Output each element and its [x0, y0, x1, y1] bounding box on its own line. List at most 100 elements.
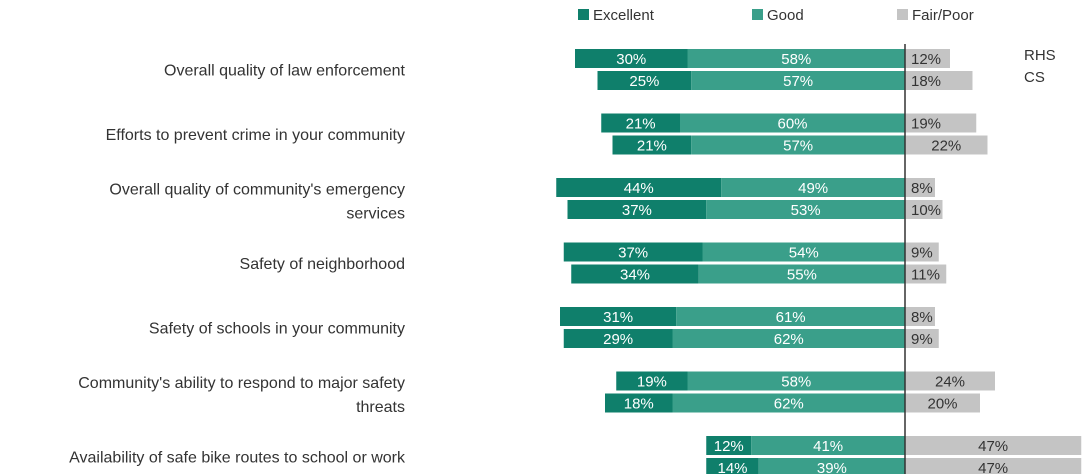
- value-label-fair-poor: 18%: [911, 73, 941, 90]
- bar-excellent: [560, 307, 677, 326]
- value-label-excellent: 37%: [618, 245, 648, 262]
- value-label-fair-poor: 24%: [935, 374, 965, 391]
- bar-good: [672, 393, 905, 413]
- bar-good: [698, 264, 905, 284]
- bar-good: [758, 458, 905, 474]
- value-label-fair-poor: 8%: [911, 309, 933, 326]
- bar-excellent: [575, 49, 688, 68]
- category-label: Community's ability to respond to major …: [78, 375, 405, 392]
- value-label-fair-poor: 12%: [911, 51, 941, 68]
- value-label-good: 62%: [774, 331, 804, 348]
- value-label-fair-poor: 9%: [911, 245, 933, 262]
- category-label: Availability of safe bike routes to scho…: [69, 450, 406, 467]
- category-label: services: [346, 206, 405, 223]
- category-label: Overall quality of community's emergency: [109, 182, 405, 199]
- value-label-excellent: 30%: [616, 51, 646, 68]
- bar-fair-poor: [905, 307, 935, 326]
- bar-fair-poor: [905, 242, 939, 262]
- category-label: Overall quality of law enforcement: [164, 63, 406, 80]
- bar-fair-poor: [905, 178, 935, 197]
- value-label-excellent: 14%: [717, 460, 747, 474]
- bar-fair-poor: [905, 200, 943, 219]
- bar-fair-poor: [905, 264, 947, 284]
- value-label-fair-poor: 10%: [911, 202, 941, 219]
- bar-fair-poor: [905, 436, 1082, 455]
- bar-fair-poor: [905, 458, 1082, 474]
- value-label-fair-poor: 20%: [927, 396, 957, 413]
- legend-label-good: Good: [767, 7, 804, 24]
- bar-good: [751, 436, 905, 455]
- bar-excellent: [563, 329, 673, 348]
- legend-swatch-fair-poor: [897, 9, 908, 20]
- value-label-good: 53%: [791, 202, 821, 219]
- category-label: Efforts to prevent crime in your communi…: [106, 127, 405, 144]
- value-label-good: 57%: [783, 73, 813, 90]
- bar-good: [672, 329, 905, 348]
- value-label-excellent: 31%: [603, 309, 633, 326]
- bar-good: [676, 307, 905, 326]
- value-label-excellent: 25%: [629, 73, 659, 90]
- bar-excellent: [563, 242, 703, 262]
- value-label-excellent: 44%: [624, 180, 654, 197]
- value-label-excellent: 21%: [626, 116, 656, 133]
- value-label-excellent: 12%: [714, 438, 744, 455]
- category-label: Safety of schools in your community: [149, 321, 405, 338]
- value-label-excellent: 18%: [624, 396, 654, 413]
- value-label-good: 54%: [789, 245, 819, 262]
- bar-fair-poor: [905, 371, 995, 391]
- bar-fair-poor: [905, 329, 939, 348]
- bar-fair-poor: [905, 49, 950, 68]
- value-label-excellent: 29%: [603, 331, 633, 348]
- bar-excellent: [556, 178, 722, 197]
- bar-excellent: [706, 458, 759, 474]
- bar-good: [721, 178, 905, 197]
- value-label-good: 55%: [787, 267, 817, 284]
- bar-good: [691, 135, 905, 155]
- value-label-excellent: 21%: [637, 138, 667, 155]
- value-label-fair-poor: 11%: [911, 267, 940, 284]
- value-label-good: 58%: [781, 51, 811, 68]
- bar-fair-poor: [905, 113, 977, 133]
- value-label-fair-poor: 9%: [911, 331, 933, 348]
- series-label-cs: CS: [1024, 69, 1045, 86]
- bar-excellent: [605, 393, 673, 413]
- category-label: threats: [356, 399, 405, 416]
- bar-good: [702, 242, 905, 262]
- value-label-good: 60%: [777, 116, 807, 133]
- bar-excellent: [571, 264, 699, 284]
- bar-good: [680, 113, 905, 133]
- series-label-rhs: RHS: [1024, 47, 1056, 64]
- legend-label-excellent: Excellent: [593, 7, 655, 24]
- value-label-good: 62%: [774, 396, 804, 413]
- legend-swatch-good: [752, 9, 763, 20]
- value-label-fair-poor: 47%: [978, 460, 1008, 474]
- legend-swatch-excellent: [578, 9, 589, 20]
- value-label-good: 58%: [781, 374, 811, 391]
- value-label-good: 61%: [776, 309, 806, 326]
- bar-good: [706, 200, 905, 219]
- value-label-good: 57%: [783, 138, 813, 155]
- value-label-excellent: 19%: [637, 374, 667, 391]
- bar-good: [687, 371, 905, 391]
- value-label-good: 39%: [817, 460, 847, 474]
- value-label-fair-poor: 47%: [978, 438, 1008, 455]
- value-label-fair-poor: 22%: [931, 138, 961, 155]
- value-label-good: 41%: [813, 438, 843, 455]
- bar-good: [687, 49, 905, 68]
- legend-label-fair-poor: Fair/Poor: [912, 7, 974, 24]
- value-label-fair-poor: 19%: [911, 116, 941, 133]
- bar-good: [691, 71, 905, 90]
- bar-fair-poor: [905, 71, 973, 90]
- bar-excellent: [706, 436, 752, 455]
- value-label-fair-poor: 8%: [911, 180, 933, 197]
- value-label-excellent: 37%: [622, 202, 652, 219]
- bar-excellent: [612, 135, 692, 155]
- value-label-excellent: 34%: [620, 267, 650, 284]
- bar-excellent: [567, 200, 707, 219]
- bar-excellent: [616, 371, 688, 391]
- bar-excellent: [601, 113, 680, 133]
- value-label-good: 49%: [798, 180, 828, 197]
- category-label: Safety of neighborhood: [240, 256, 405, 273]
- bar-excellent: [597, 71, 692, 90]
